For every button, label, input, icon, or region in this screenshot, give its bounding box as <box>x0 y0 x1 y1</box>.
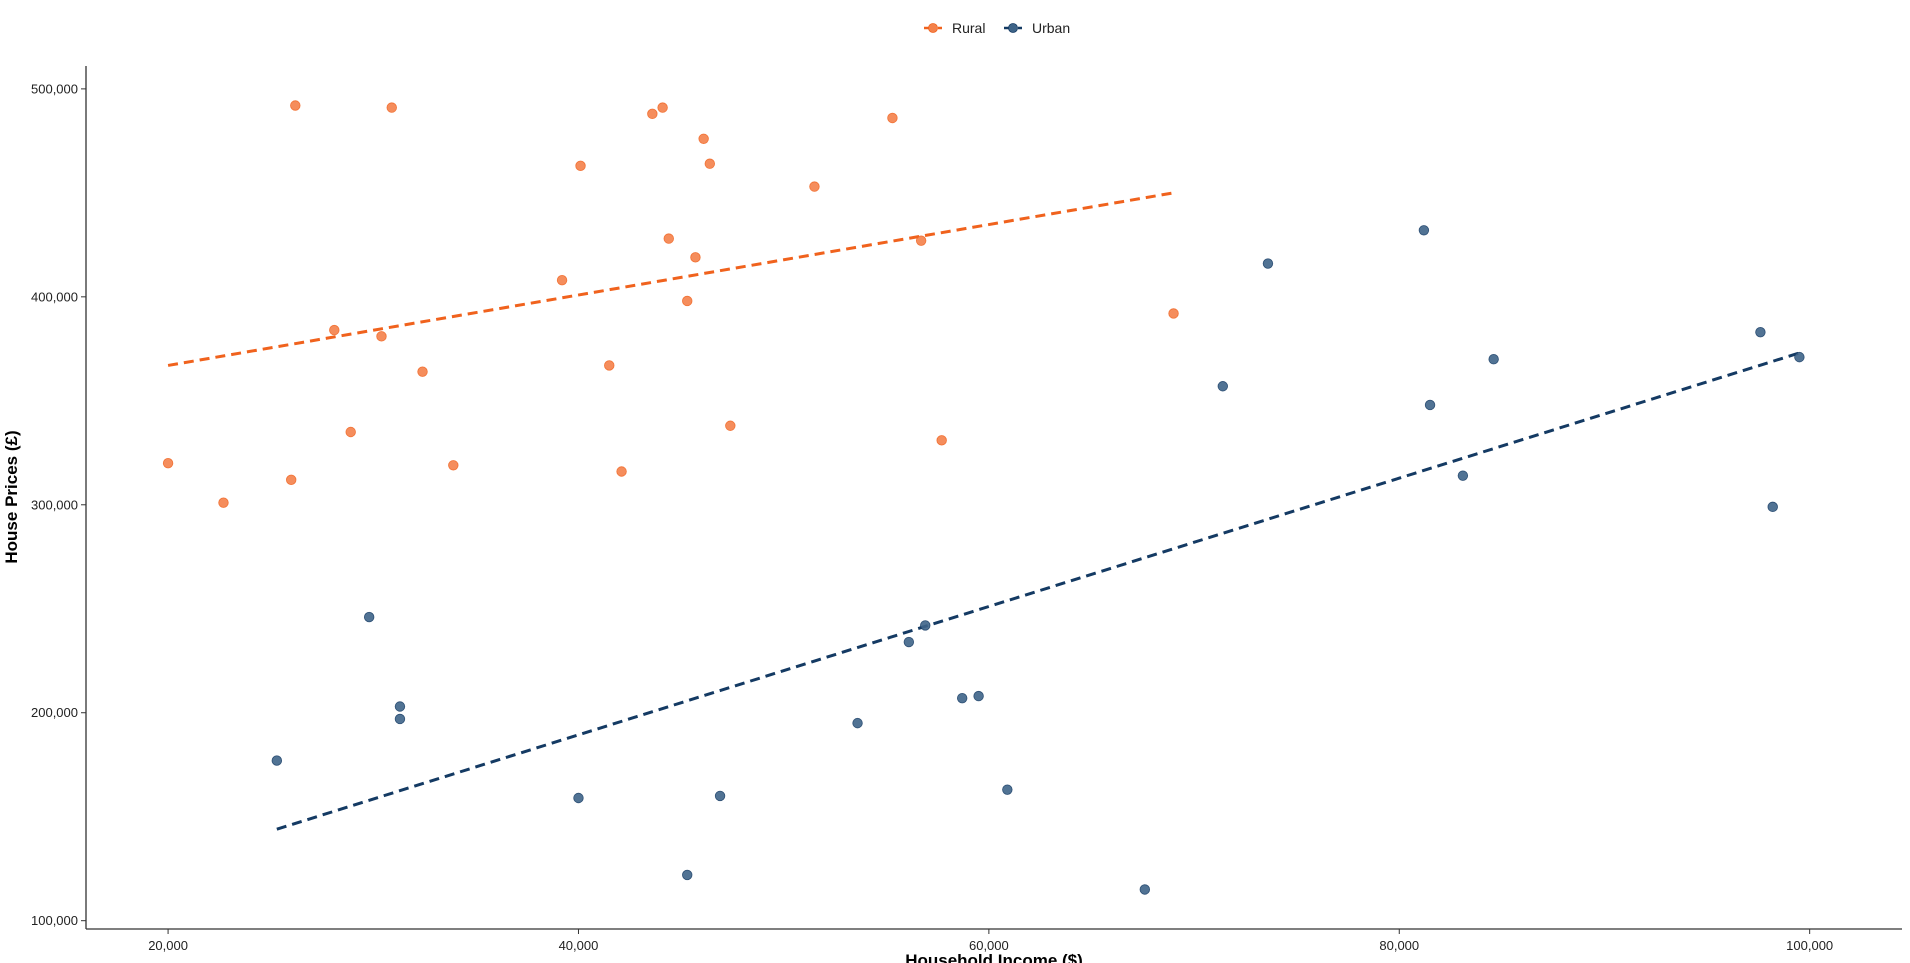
data-point-rural <box>556 274 568 286</box>
legend-marker-urban <box>1008 23 1018 33</box>
data-point-urban <box>1139 884 1151 895</box>
data-point-urban <box>1488 354 1499 365</box>
data-point-rural <box>647 108 658 120</box>
axis-ticks: 20,000 40,000 60,000 80,000 100,000 100,000 20… <box>31 81 1833 953</box>
x-tick-label: 20,000 <box>148 938 188 953</box>
y-tick-label: 300,000 <box>31 497 78 512</box>
data-point-urban <box>1424 399 1436 411</box>
trend-line-urban <box>276 351 1800 831</box>
data-point-rural <box>329 324 340 336</box>
data-point-rural <box>345 426 356 438</box>
data-point-rural <box>162 457 174 469</box>
legend-label-urban: Urban <box>1032 20 1070 36</box>
data-point-urban <box>852 717 863 729</box>
data-point-rural <box>1168 308 1179 319</box>
x-tick-label: 80,000 <box>1379 938 1419 953</box>
data-point-urban <box>271 755 283 766</box>
data-point-urban <box>1217 381 1228 392</box>
data-point-rural <box>376 331 387 342</box>
y-tick-label: 500,000 <box>31 81 78 96</box>
trend-line-rural <box>167 191 1174 367</box>
data-point-rural <box>448 460 459 471</box>
x-tick-label: 40,000 <box>559 938 599 953</box>
data-point-rural <box>663 233 674 244</box>
data-point-rural <box>725 420 736 431</box>
data-point-urban <box>1262 258 1274 269</box>
data-point-rural <box>285 474 297 486</box>
data-point-urban <box>573 792 584 804</box>
legend-label-rural: Rural <box>952 20 985 36</box>
data-point-urban <box>394 713 406 725</box>
data-point-rural <box>698 133 709 144</box>
data-point-rural <box>218 497 229 508</box>
data-point-rural <box>809 181 820 192</box>
legend-item-rural: Rural <box>924 20 985 36</box>
trend-lines <box>167 191 1800 831</box>
data-point-urban <box>956 692 968 704</box>
data-point-urban <box>973 690 984 702</box>
y-axis-title: House Prices (£) <box>2 430 21 563</box>
data-point-rural <box>575 160 586 172</box>
y-tick-label: 400,000 <box>31 289 78 304</box>
data-point-rural <box>290 100 301 111</box>
data-point-urban <box>714 790 726 802</box>
data-point-rural <box>616 466 627 477</box>
data-point-rural <box>657 102 668 113</box>
axes <box>85 66 1902 930</box>
data-point-urban <box>1418 225 1430 236</box>
data-point-rural <box>690 252 701 263</box>
data-point-rural <box>417 366 428 377</box>
data-point-urban <box>1755 326 1766 338</box>
data-points <box>162 100 1805 895</box>
legend: Rural Urban <box>924 20 1070 36</box>
data-point-urban <box>903 636 915 648</box>
data-point-urban <box>1767 501 1778 513</box>
data-point-rural <box>682 295 693 307</box>
data-point-rural <box>936 435 947 446</box>
data-point-rural <box>915 235 927 246</box>
data-point-urban <box>920 620 931 631</box>
legend-item-urban: Urban <box>1004 20 1070 36</box>
y-tick-label: 100,000 <box>31 913 78 928</box>
data-point-urban <box>1457 470 1469 481</box>
data-point-rural <box>604 360 615 371</box>
data-point-rural <box>386 102 397 113</box>
data-point-rural <box>704 158 716 169</box>
data-point-urban <box>1794 351 1805 363</box>
x-tick-label: 100,000 <box>1786 938 1833 953</box>
data-point-urban <box>1002 784 1013 795</box>
data-point-urban <box>363 611 375 623</box>
y-tick-label: 200,000 <box>31 705 78 720</box>
data-point-urban <box>394 701 406 712</box>
data-point-urban <box>682 869 693 881</box>
x-tick-label: 60,000 <box>969 938 1009 953</box>
x-axis-title: Household Income ($) <box>905 951 1083 963</box>
legend-marker-rural <box>928 23 938 33</box>
data-point-rural <box>887 112 898 124</box>
